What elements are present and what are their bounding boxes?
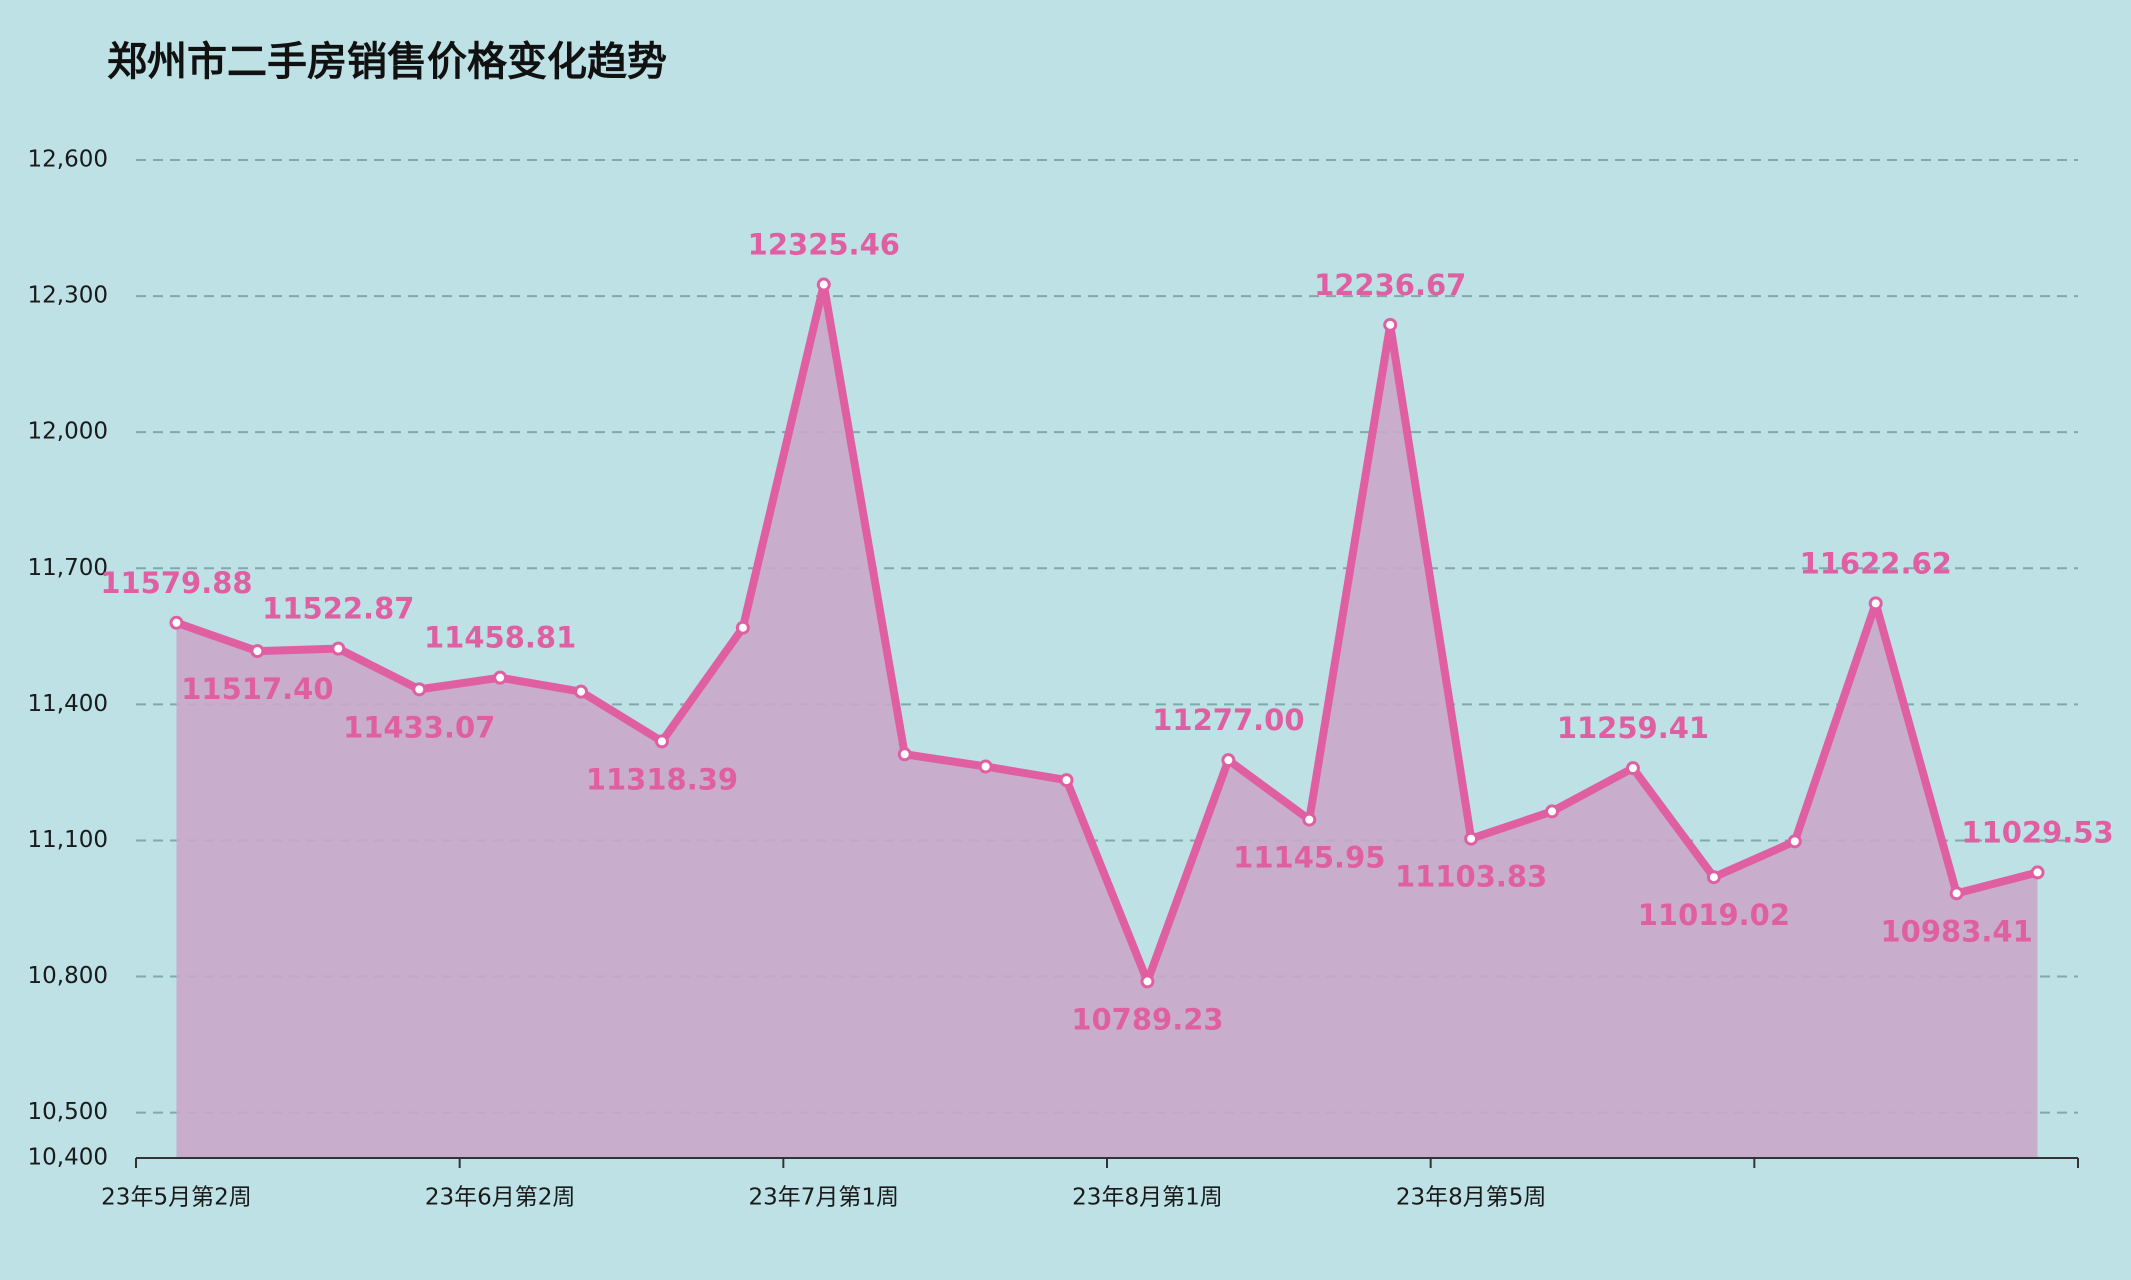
value-label: 11579.88: [100, 566, 252, 600]
line: [175, 280, 2039, 986]
value-label: 10789.23: [1071, 1002, 1223, 1036]
value-label: 11103.83: [1395, 860, 1547, 894]
point: [169, 615, 184, 630]
point: [1464, 831, 1479, 846]
point: [1059, 773, 1074, 788]
point: [1625, 761, 1640, 776]
value-label: 11433.07: [343, 710, 495, 744]
value-label: 11522.87: [262, 592, 414, 626]
value-label: 11517.40: [181, 672, 333, 706]
value-label: 11259.41: [1557, 711, 1709, 745]
point: [1868, 596, 1883, 611]
point: [1949, 886, 1964, 901]
y-tick-label: 11,700: [28, 555, 108, 581]
point: [1383, 317, 1398, 332]
value-label: 11029.53: [1961, 815, 2113, 849]
y-tick-label: 12,300: [28, 283, 108, 309]
point: [978, 759, 993, 774]
value-label: 10983.41: [1880, 914, 2032, 948]
value-label: 11458.81: [424, 621, 576, 655]
point: [2030, 865, 2045, 880]
y-tick-label: 10,500: [28, 1099, 108, 1125]
y-tick-label: 10,800: [28, 963, 108, 989]
y-tick-label: 11,400: [28, 691, 108, 717]
x-tick-label: 23年8月第5周: [1396, 1185, 1547, 1211]
y-tick-label: 12,000: [28, 419, 108, 445]
point: [1221, 753, 1236, 768]
value-label: 12325.46: [748, 228, 900, 262]
point: [331, 641, 346, 656]
point: [574, 684, 589, 699]
value-label: 11318.39: [586, 762, 738, 796]
y-tick-label: 11,100: [28, 827, 108, 853]
point: [1787, 834, 1802, 849]
value-label: 11145.95: [1233, 841, 1385, 875]
point: [1706, 870, 1721, 885]
point: [493, 670, 508, 685]
x-tick-label: 23年8月第1周: [1072, 1185, 1223, 1211]
point: [1545, 804, 1560, 819]
point: [735, 620, 750, 635]
x-tick-label: 23年5月第2周: [101, 1185, 252, 1211]
point: [412, 682, 427, 697]
y-tick-label: 12,600: [28, 147, 108, 173]
value-label: 11019.02: [1638, 898, 1790, 932]
x-tick-label: 23年7月第1周: [749, 1185, 900, 1211]
value-label: 11622.62: [1800, 546, 1952, 580]
y-tick-label: 10,400: [28, 1145, 108, 1171]
value-label: 11277.00: [1152, 703, 1304, 737]
value-label: 12236.67: [1314, 268, 1466, 302]
point: [1140, 974, 1155, 989]
x-tick-label: 23年6月第2周: [425, 1185, 576, 1211]
chart-title: 郑州市二手房销售价格变化趋势: [107, 39, 667, 85]
point: [1302, 812, 1317, 827]
point: [654, 734, 669, 749]
point: [897, 747, 912, 762]
area: [176, 284, 2038, 1158]
point: [816, 277, 831, 292]
point: [250, 644, 265, 659]
